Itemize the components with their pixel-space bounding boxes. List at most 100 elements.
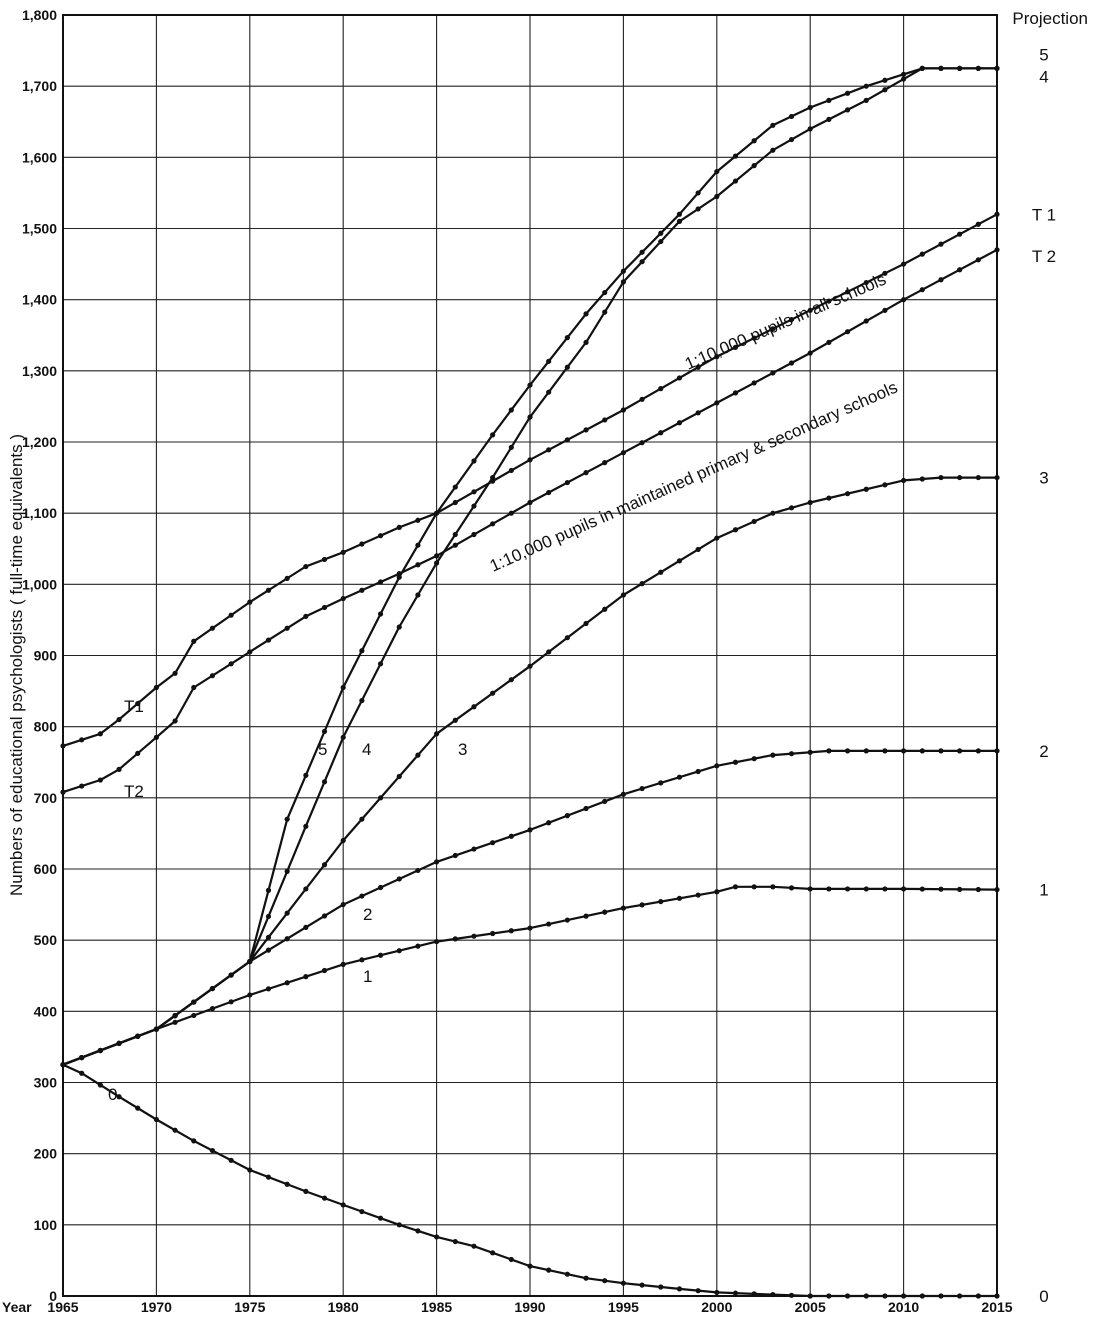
data-point (863, 486, 869, 492)
data-point (359, 893, 365, 899)
data-point (508, 1256, 514, 1263)
data-point (284, 980, 290, 986)
data-point (377, 533, 384, 539)
data-point (265, 947, 272, 953)
data-point (321, 967, 328, 974)
data-point (303, 974, 309, 980)
data-point (247, 1167, 253, 1173)
data-point (452, 717, 458, 723)
data-point (265, 986, 272, 992)
data-point (844, 289, 851, 295)
data-point (452, 542, 458, 548)
data-point (938, 241, 944, 247)
data-point (396, 948, 402, 954)
series-label-4: 4 (362, 740, 371, 759)
data-point (583, 470, 589, 476)
data-point (247, 992, 253, 998)
data-point (490, 690, 496, 696)
data-point (751, 335, 757, 341)
data-point (788, 885, 795, 891)
x-tick-label: 2005 (795, 1299, 826, 1315)
x-tick-label: 2000 (701, 1299, 732, 1315)
axes: 1965 1970 1975 1980 1985 1990 1995 2000 2005 2010… (22, 7, 1013, 1315)
data-point (228, 972, 234, 978)
data-point (79, 737, 85, 743)
series-end-label-T1: T 1 (1032, 205, 1056, 224)
series-end-label-1: 1 (1039, 881, 1048, 900)
data-point (583, 311, 589, 317)
data-point (826, 495, 832, 501)
data-point (938, 277, 944, 283)
data-point (508, 677, 514, 683)
data-point (527, 663, 533, 669)
data-point (340, 837, 346, 844)
data-point (564, 364, 570, 370)
data-point (265, 913, 272, 920)
data-point (377, 1215, 384, 1221)
data-point (247, 649, 253, 655)
data-point (901, 71, 907, 77)
data-point (265, 587, 272, 593)
data-point (620, 1280, 627, 1286)
data-point (191, 1012, 197, 1019)
x-tick-label: 1990 (514, 1299, 545, 1315)
data-point (844, 90, 851, 96)
data-point (377, 611, 384, 617)
data-point (714, 763, 720, 769)
data-point (658, 898, 664, 905)
data-point (957, 474, 963, 481)
data-point (919, 65, 925, 71)
data-point (172, 670, 178, 676)
y-tick-label: 1,700 (22, 78, 57, 94)
data-point (770, 370, 776, 376)
data-point (639, 785, 645, 792)
data-point (695, 768, 701, 775)
data-point (172, 718, 178, 724)
plot-frame (62, 14, 998, 1297)
data-point (508, 444, 514, 450)
data-point (695, 364, 701, 370)
data-point (228, 1157, 234, 1163)
data-point (919, 476, 925, 482)
data-point (471, 846, 477, 852)
data-point (714, 354, 720, 360)
series-line-5 (62, 67, 997, 1066)
data-point (303, 886, 309, 892)
data-point (807, 307, 813, 313)
y-tick-label: 1,000 (22, 576, 57, 592)
data-point (527, 925, 533, 931)
data-point (957, 267, 963, 273)
data-point (116, 766, 122, 772)
data-point (546, 489, 552, 496)
data-point (583, 427, 589, 433)
data-point (620, 268, 627, 274)
data-point (695, 206, 701, 212)
data-point (807, 350, 813, 356)
data-point (863, 886, 869, 892)
data-point (265, 637, 272, 643)
data-point (975, 886, 981, 893)
series-label-5: 5 (318, 740, 327, 759)
data-point (79, 1070, 85, 1076)
data-point (546, 447, 552, 453)
data-point (695, 892, 701, 898)
data-point (807, 499, 813, 506)
data-point (676, 558, 683, 564)
data-point (602, 289, 608, 296)
data-point (452, 936, 458, 942)
data-point (770, 122, 776, 128)
data-point (321, 1195, 328, 1201)
data-point (676, 218, 683, 224)
data-point (359, 1208, 365, 1215)
data-point (340, 961, 346, 967)
data-point (807, 126, 813, 132)
data-point (658, 780, 664, 786)
data-point (321, 779, 328, 785)
data-point (546, 1267, 552, 1273)
data-point (564, 813, 570, 819)
series-label-T1: T1 (124, 697, 144, 716)
series-end-label-3: 3 (1039, 469, 1048, 488)
data-point (247, 599, 253, 605)
data-point (602, 1278, 608, 1284)
data-point (844, 107, 851, 113)
